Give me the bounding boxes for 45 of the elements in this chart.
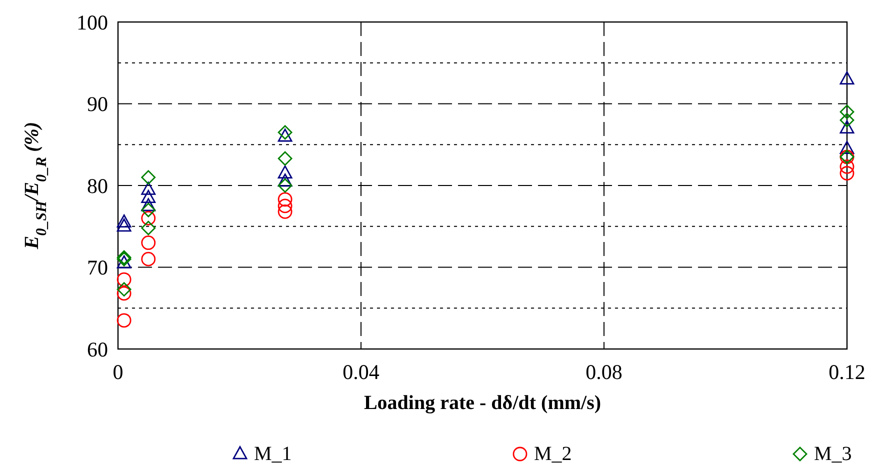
- x-tick-label: 0.04: [342, 360, 380, 384]
- point: [278, 178, 292, 193]
- y-tick-label: 100: [76, 10, 108, 34]
- point: [116, 255, 132, 268]
- point: [141, 236, 156, 250]
- y-tick-label: 80: [87, 174, 108, 198]
- point: [278, 151, 292, 166]
- point: [278, 198, 292, 214]
- point: [840, 104, 854, 120]
- point: [116, 282, 132, 297]
- point: [278, 125, 292, 140]
- point: [278, 165, 292, 178]
- point: [116, 313, 132, 328]
- y-tick-label: 70: [87, 256, 108, 280]
- x-tick-label: 0: [112, 360, 124, 384]
- y-tick-label: 90: [87, 92, 108, 116]
- point: [840, 160, 854, 174]
- point: [840, 166, 854, 180]
- point: [840, 140, 854, 154]
- point: [141, 252, 156, 266]
- point: [278, 174, 292, 187]
- point: [278, 128, 292, 142]
- point: [141, 211, 156, 226]
- point: [840, 120, 854, 134]
- legend-label: M_2: [534, 443, 572, 465]
- point: [116, 272, 132, 287]
- point: [141, 182, 156, 195]
- x-tick-label: 0.08: [586, 360, 622, 384]
- point: [141, 220, 156, 236]
- point: [278, 204, 292, 219]
- point: [840, 112, 854, 128]
- y-tick-label: 60: [87, 337, 108, 362]
- point: [141, 202, 156, 218]
- x-tick-label: 0.12: [828, 360, 866, 384]
- point: [141, 190, 156, 204]
- point: [840, 71, 854, 84]
- legend-label: M_3: [814, 443, 852, 465]
- point: [116, 286, 132, 301]
- point: [141, 198, 156, 212]
- point: [116, 218, 132, 232]
- point: [116, 214, 132, 228]
- x-axis-title: Loading rate - dδ/dt (mm/s): [364, 392, 602, 414]
- legend-label: M_1: [254, 443, 292, 465]
- point: [278, 192, 292, 207]
- point: [141, 170, 156, 185]
